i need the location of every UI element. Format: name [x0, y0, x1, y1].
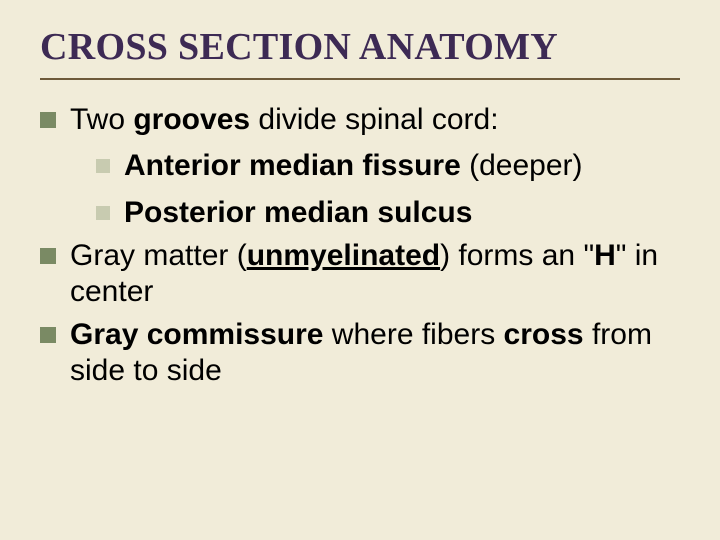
text-bold: Gray commissure: [70, 318, 323, 351]
bullet-grooves: Two grooves divide spinal cord:: [40, 102, 680, 139]
bullet-gray-commissure: Gray commissure where fibers cross from …: [40, 317, 680, 390]
text-bold: H: [594, 239, 616, 272]
text-bold-underline: unmyelinated: [247, 239, 440, 272]
text-bold: Anterior median fissure: [124, 149, 461, 182]
title-underline: [40, 78, 680, 80]
bullet-anterior-fissure: Anterior median fissure (deeper): [96, 148, 680, 185]
square-bullet-icon: [40, 248, 56, 264]
text-fragment: divide spinal cord:: [250, 103, 498, 136]
bullet-posterior-sulcus: Posterior median sulcus: [96, 195, 680, 232]
text-fragment: Two: [70, 103, 133, 136]
square-bullet-icon: [40, 327, 56, 343]
bullet-text: Gray matter (unmyelinated) forms an "H" …: [70, 238, 680, 311]
text-fragment: Gray matter (: [70, 239, 247, 272]
slide-content: Two grooves divide spinal cord: Anterior…: [40, 102, 680, 390]
slide-title: CROSS SECTION ANATOMY: [40, 28, 680, 68]
bullet-text: Posterior median sulcus: [124, 195, 472, 232]
bullet-gray-matter: Gray matter (unmyelinated) forms an "H" …: [40, 238, 680, 311]
text-fragment: ) forms an ": [440, 239, 594, 272]
text-fragment: (deeper): [461, 149, 583, 182]
text-bold: cross: [504, 318, 584, 351]
bullet-text: Gray commissure where fibers cross from …: [70, 317, 680, 390]
square-bullet-icon: [96, 159, 110, 173]
square-bullet-icon: [96, 206, 110, 220]
text-fragment: where fibers: [323, 318, 503, 351]
text-bold: Posterior median sulcus: [124, 196, 472, 229]
bullet-text: Two grooves divide spinal cord:: [70, 102, 499, 139]
slide: CROSS SECTION ANATOMY Two grooves divide…: [0, 0, 720, 540]
square-bullet-icon: [40, 112, 56, 128]
bullet-text: Anterior median fissure (deeper): [124, 148, 583, 185]
text-bold: grooves: [133, 103, 250, 136]
